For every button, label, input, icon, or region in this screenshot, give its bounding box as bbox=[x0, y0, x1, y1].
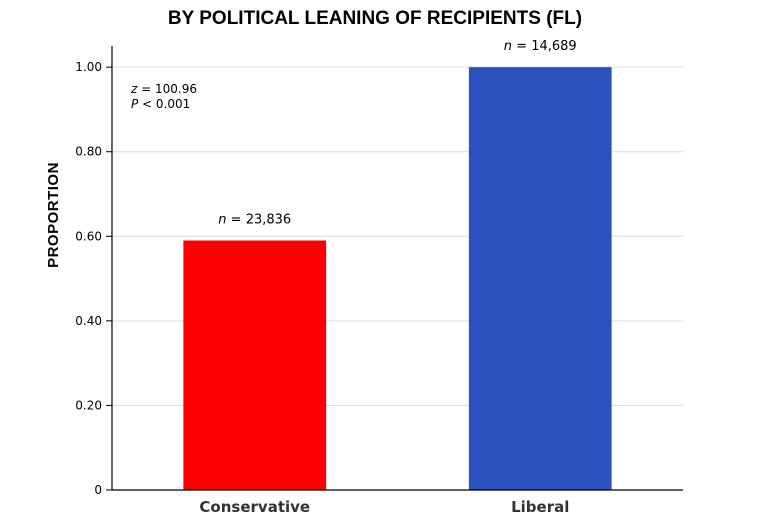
y-ticks: 0 0.20 0.40 0.60 0.80 1.00 bbox=[75, 60, 112, 497]
y-axis-label: PROPORTION bbox=[45, 162, 62, 268]
chart-title: BY POLITICAL LEANING OF RECIPIENTS (FL) bbox=[168, 8, 582, 29]
x-tick-label: Liberal bbox=[511, 498, 569, 516]
axes bbox=[111, 46, 683, 491]
n-label: n = 14,689 bbox=[504, 39, 577, 54]
x-tick-labels: Conservative Liberal bbox=[199, 498, 569, 516]
bar-liberal bbox=[468, 67, 612, 491]
y-tick-label: 0 bbox=[94, 483, 102, 497]
y-tick-label: 0.20 bbox=[75, 398, 102, 412]
n-label: n = 23,836 bbox=[218, 213, 291, 228]
stat-line: z = 100.96 bbox=[130, 82, 197, 96]
y-tick-label: 1.00 bbox=[75, 60, 102, 74]
bars bbox=[183, 67, 612, 491]
y-tick-label: 0.80 bbox=[75, 145, 102, 159]
y-tick-label: 0.60 bbox=[75, 229, 102, 243]
y-tick-label: 0.40 bbox=[75, 314, 102, 328]
bar-n-labels: n = 23,836 n = 14,689 bbox=[218, 39, 576, 227]
stat-line: P < 0.001 bbox=[131, 97, 190, 111]
bar-conservative bbox=[183, 240, 327, 490]
stat-annotation: z = 100.96P < 0.001 bbox=[130, 82, 197, 111]
x-tick-label: Conservative bbox=[199, 498, 310, 516]
